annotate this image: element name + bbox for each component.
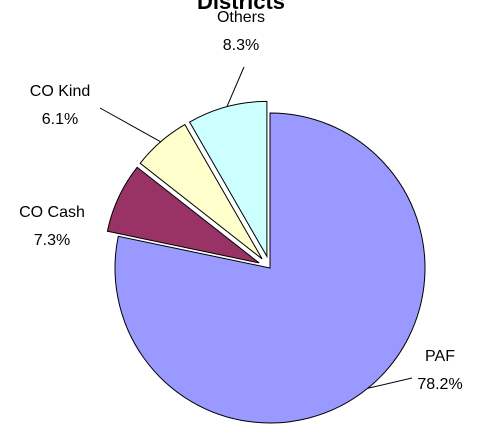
pie-slice xyxy=(106,166,260,264)
value-label: 8.3% xyxy=(223,37,259,54)
pie-slice xyxy=(139,123,263,260)
value-label: 7.3% xyxy=(34,232,70,249)
slice-label: CO Cash xyxy=(19,204,85,221)
slice-label: CO Kind xyxy=(30,83,90,100)
chart-title: Districts xyxy=(197,0,285,14)
slice-label: Others xyxy=(217,9,265,26)
leader-line xyxy=(226,66,245,107)
leader-line xyxy=(367,377,413,389)
value-label: 6.1% xyxy=(42,111,78,128)
pie-slice xyxy=(188,100,268,259)
leader-line xyxy=(99,107,161,143)
value-label: 78.2% xyxy=(417,376,462,393)
slice-label: PAF xyxy=(425,348,455,365)
